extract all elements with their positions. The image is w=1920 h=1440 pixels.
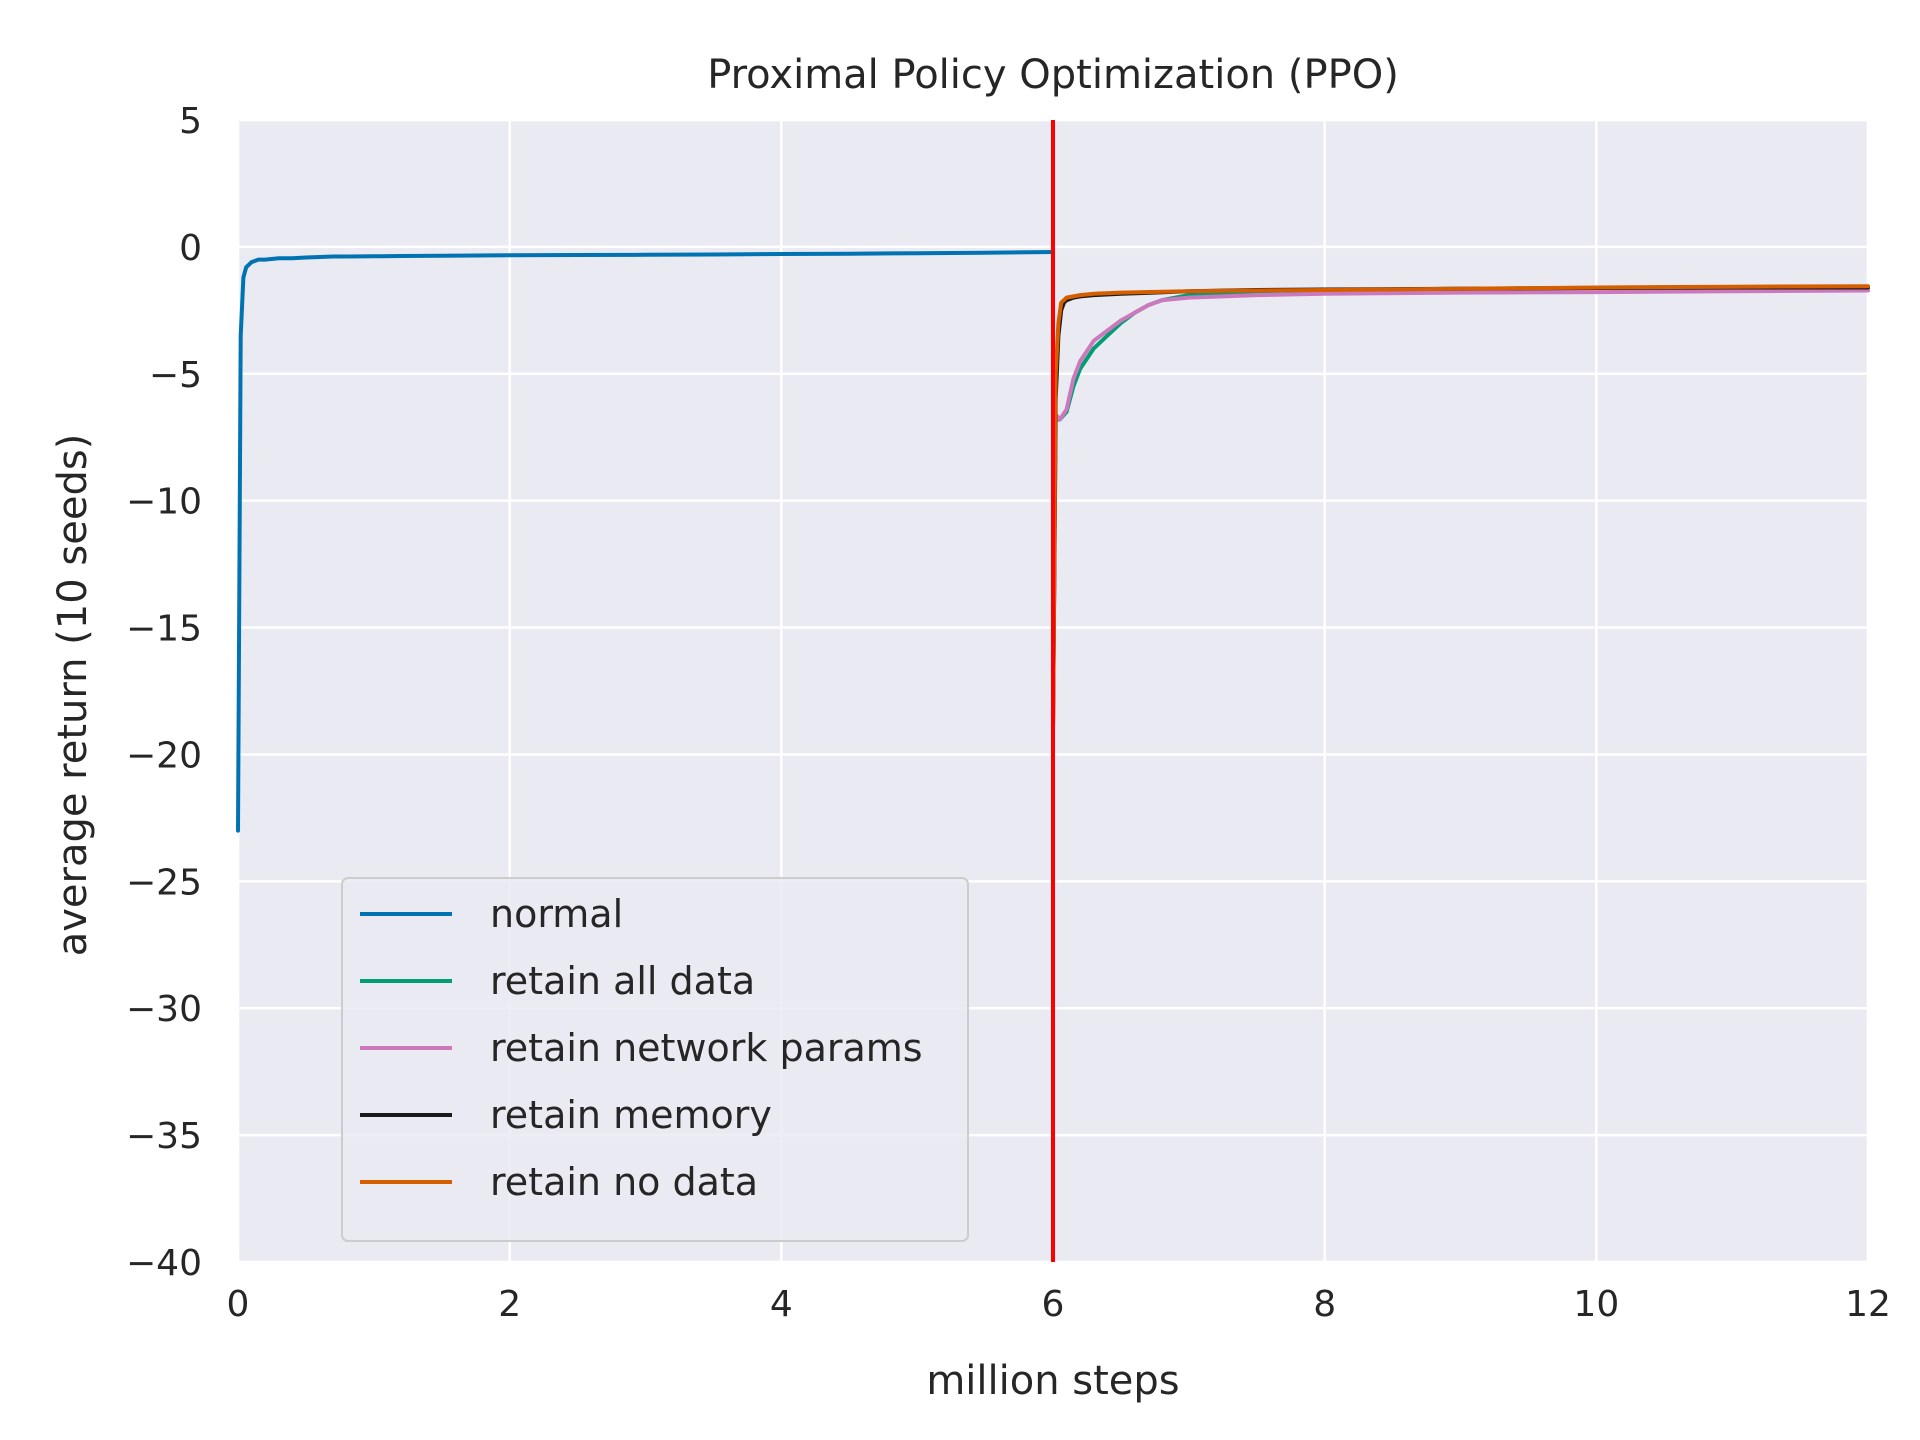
series-line-retain-no-data	[1051, 284, 1870, 732]
legend: normal retain all data retain network para…	[341, 877, 969, 1242]
x-tick-label: 4	[770, 1284, 793, 1325]
x-tick-labels: 0 2 4 6 8 10 12	[227, 1284, 1891, 1325]
y-tick-label: −10	[126, 482, 202, 523]
y-tick-label: −5	[149, 355, 202, 396]
y-tick-label: 0	[179, 228, 202, 269]
series-line-normal	[236, 250, 1055, 833]
series-line-retain-network-params	[1051, 288, 1870, 732]
y-tick-label: −20	[126, 735, 202, 776]
y-axis-label: average return (10 seeds)	[50, 434, 96, 957]
y-tick-label: −25	[126, 862, 202, 903]
series-layer	[236, 250, 1870, 833]
x-tick-label: 0	[227, 1284, 250, 1325]
legend-label: retain all data	[490, 959, 755, 1003]
x-tick-label: 12	[1845, 1284, 1891, 1325]
x-tick-label: 2	[498, 1284, 521, 1325]
y-tick-label: −15	[126, 609, 202, 650]
y-tick-labels: 5 0 −5 −10 −15 −20 −25 −30 −35 −40	[126, 101, 202, 1284]
y-tick-label: −35	[126, 1116, 202, 1157]
x-tick-label: 6	[1042, 1284, 1065, 1325]
legend-label: retain network params	[490, 1026, 923, 1070]
y-tick-label: 5	[179, 101, 202, 142]
legend-label: normal	[490, 892, 623, 936]
x-tick-label: 10	[1573, 1284, 1619, 1325]
x-tick-label: 8	[1313, 1284, 1336, 1325]
legend-label: retain memory	[490, 1093, 772, 1137]
x-axis-label: million steps	[926, 1358, 1179, 1404]
y-tick-label: −30	[126, 989, 202, 1030]
y-tick-label: −40	[126, 1243, 202, 1284]
legend-box	[341, 877, 969, 1242]
chart-title: Proximal Policy Optimization (PPO)	[707, 52, 1399, 98]
legend-label: retain no data	[490, 1160, 758, 1204]
